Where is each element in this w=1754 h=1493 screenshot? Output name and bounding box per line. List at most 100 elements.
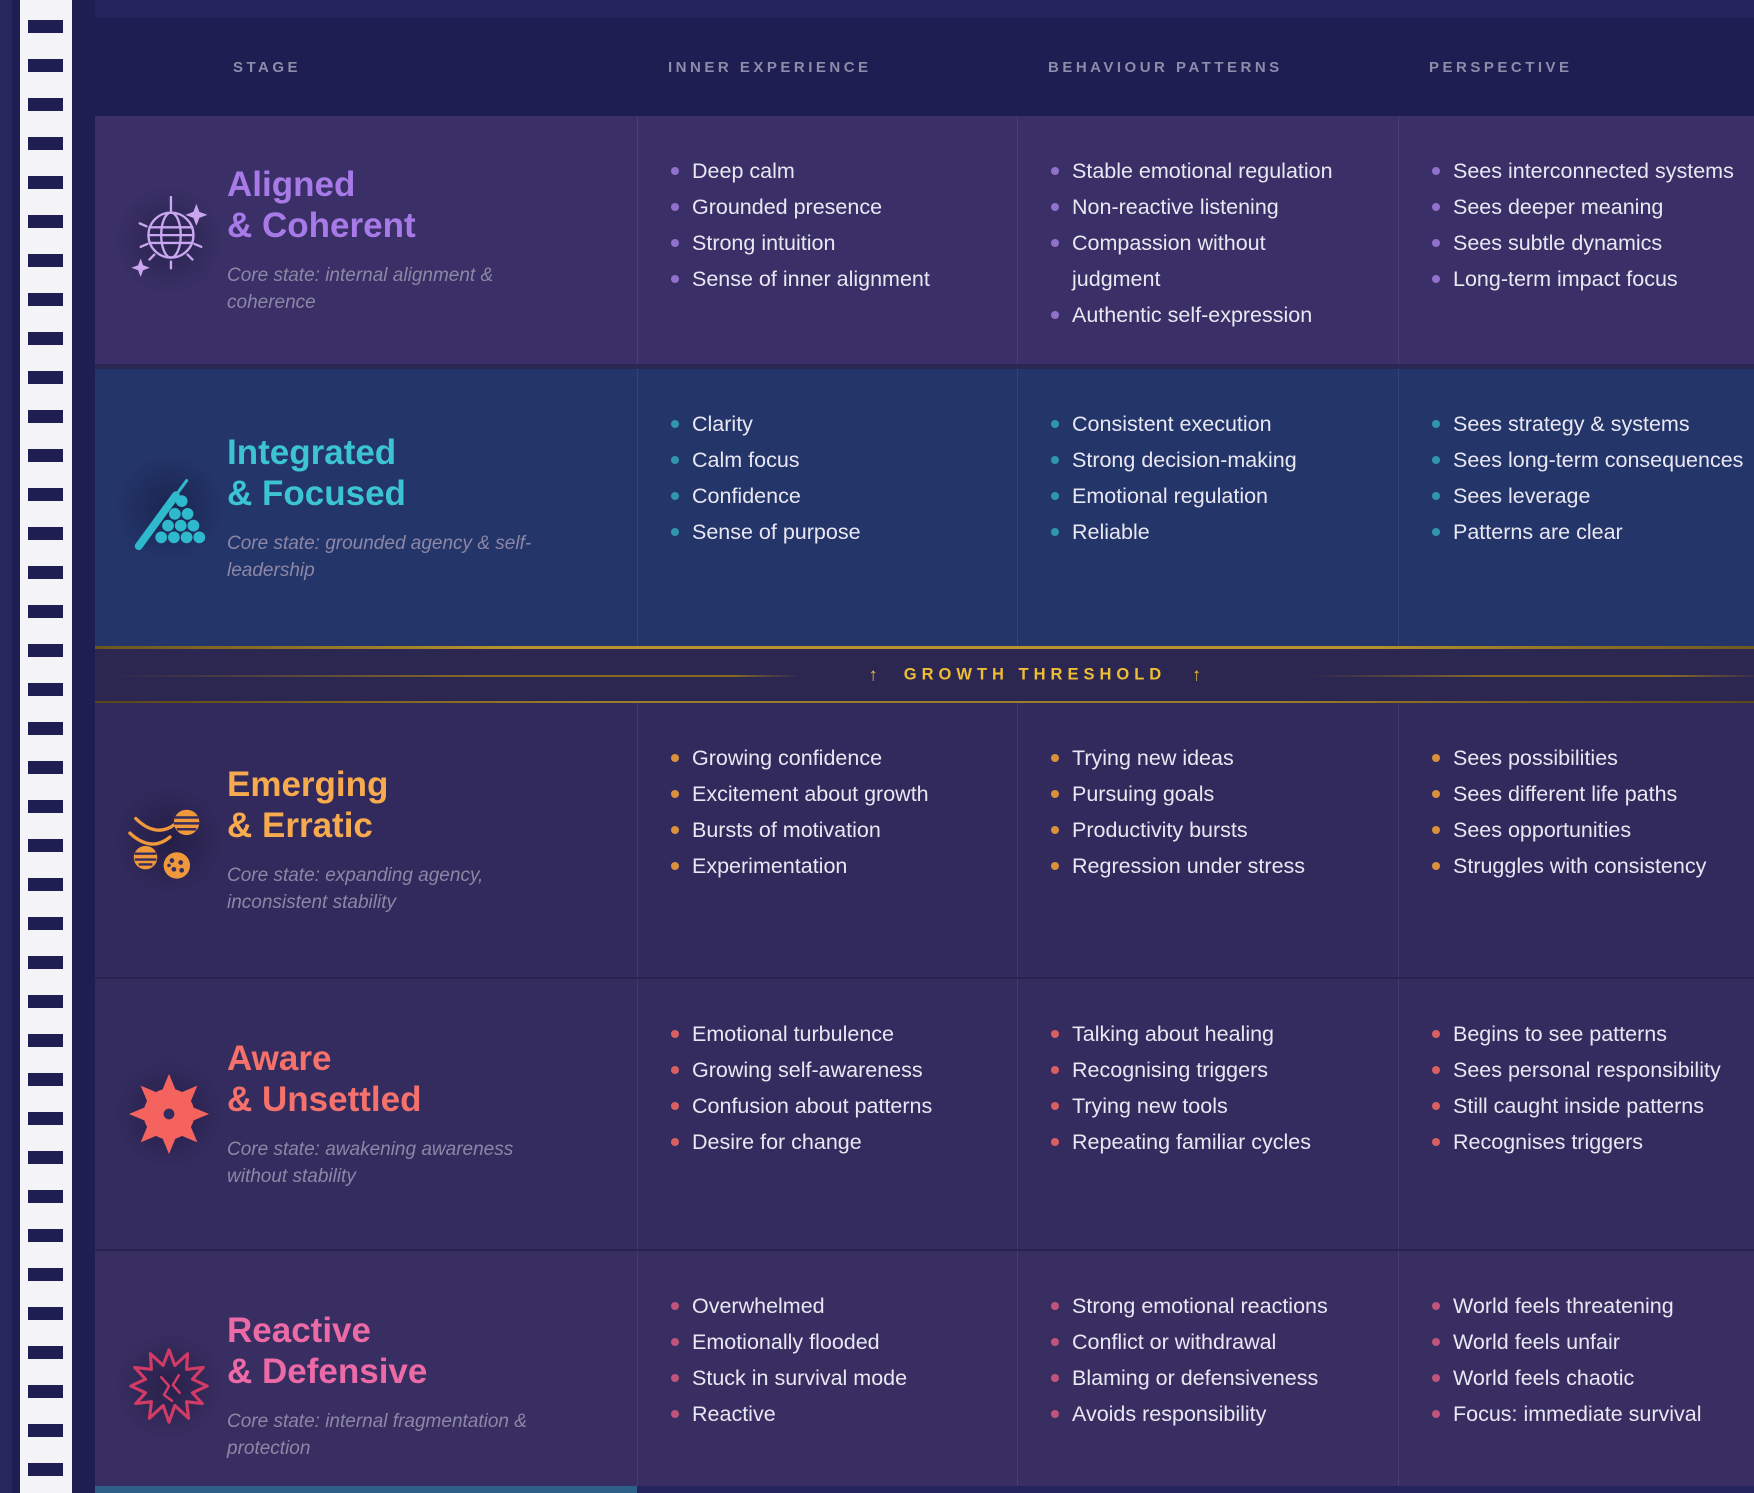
bullet-item: Calm focus bbox=[671, 442, 1003, 478]
table-header-row: STAGE INNER EXPERIENCE BEHAVIOUR PATTERN… bbox=[95, 18, 1754, 116]
disco-ball-icon bbox=[111, 182, 227, 298]
behaviour-patterns-cell: Stable emotional regulation Non-reactive … bbox=[1017, 116, 1398, 364]
stage-core-state: Core state: internal fragmentation & pro… bbox=[227, 1410, 527, 1459]
bullet-item: Bursts of motivation bbox=[671, 812, 1003, 848]
behaviour-patterns-list: Strong emotional reactions Conflict or wi… bbox=[1018, 1251, 1398, 1432]
inner-experience-cell: Emotional turbulence Growing self-awarene… bbox=[637, 979, 1017, 1249]
bullet-item: Trying new tools bbox=[1051, 1088, 1384, 1124]
bullet-item: Sense of purpose bbox=[671, 514, 1003, 550]
stage-text: Aware & Unsettled Core state: awakening a… bbox=[227, 1038, 559, 1190]
gold-line-bottom bbox=[95, 701, 1754, 703]
stage-cell: Reactive & Defensive Core state: internal… bbox=[95, 1251, 637, 1486]
growth-threshold-band: ↑ GROWTH THRESHOLD ↑ bbox=[95, 649, 1754, 701]
stage-title: Aware & Unsettled bbox=[227, 1039, 422, 1119]
rows-below-threshold: Emerging & Erratic Core state: expanding … bbox=[95, 703, 1754, 1486]
bullet-item: Sees deeper meaning bbox=[1432, 189, 1754, 225]
perspective-cell: Sees strategy & systems Sees long-term co… bbox=[1398, 369, 1754, 646]
stage-text: Integrated & Focused Core state: grounded… bbox=[227, 432, 559, 584]
bullet-item: Strong emotional reactions bbox=[1051, 1288, 1384, 1324]
bullet-item: Confidence bbox=[671, 478, 1003, 514]
stage-cell: Emerging & Erratic Core state: expanding … bbox=[95, 703, 637, 977]
inner-experience-cell: Overwhelmed Emotionally flooded Stuck in s… bbox=[637, 1251, 1017, 1486]
stage-row-aligned-coherent: Aligned & Coherent Core state: internal a… bbox=[95, 116, 1754, 364]
bullet-item: Recognising triggers bbox=[1051, 1052, 1384, 1088]
bullet-item: Sense of inner alignment bbox=[671, 261, 1003, 297]
growth-threshold-text: GROWTH THRESHOLD bbox=[903, 665, 1167, 684]
billiards-icon bbox=[111, 449, 227, 566]
perspective-list: Sees strategy & systems Sees long-term co… bbox=[1399, 369, 1754, 550]
stage-text: Reactive & Defensive Core state: internal… bbox=[227, 1310, 559, 1462]
bullet-item: Struggles with consistency bbox=[1432, 848, 1754, 884]
ladder-rail bbox=[20, 0, 29, 1493]
perspective-list: Begins to see patterns Sees personal resp… bbox=[1399, 979, 1754, 1160]
behaviour-patterns-list: Talking about healing Recognising trigger… bbox=[1018, 979, 1398, 1160]
stage-row-reactive-defensive: Reactive & Defensive Core state: internal… bbox=[95, 1249, 1754, 1486]
bullet-item: Recognises triggers bbox=[1432, 1124, 1754, 1160]
bullet-item: Reactive bbox=[671, 1396, 1003, 1432]
inner-experience-cell: Clarity Calm focus Confidence Sense of purp… bbox=[637, 369, 1017, 646]
inner-experience-cell: Deep calm Grounded presence Strong intuiti… bbox=[637, 116, 1017, 364]
rows-above-threshold: Aligned & Coherent Core state: internal a… bbox=[95, 116, 1754, 646]
sidebar-edge bbox=[0, 0, 12, 1493]
perspective-cell: Sees possibilities Sees different life pa… bbox=[1398, 703, 1754, 977]
bullet-item: Stable emotional regulation bbox=[1051, 153, 1384, 189]
bullet-item: Long-term impact focus bbox=[1432, 261, 1754, 297]
stage-title: Integrated & Focused bbox=[227, 432, 406, 513]
bullet-item: Sees long-term consequences bbox=[1432, 442, 1754, 478]
bullet-item: Emotional regulation bbox=[1051, 478, 1384, 514]
bouncing-balls-icon bbox=[111, 782, 227, 898]
bullet-item: World feels unfair bbox=[1432, 1324, 1754, 1360]
behaviour-patterns-cell: Talking about healing Recognising trigger… bbox=[1017, 979, 1398, 1249]
bullet-item: Strong intuition bbox=[671, 225, 1003, 261]
inner-experience-list: Clarity Calm focus Confidence Sense of purp… bbox=[638, 369, 1017, 550]
bullet-item: Strong decision-making bbox=[1051, 442, 1384, 478]
inner-experience-list: Deep calm Grounded presence Strong intuiti… bbox=[638, 116, 1017, 297]
bullet-item: Deep calm bbox=[671, 153, 1003, 189]
growth-threshold-label: ↑ GROWTH THRESHOLD ↑ bbox=[869, 665, 1201, 686]
mine-icon bbox=[111, 1056, 227, 1172]
stage-core-state: Core state: awakening awareness without … bbox=[227, 1139, 514, 1187]
bullet-item: Clarity bbox=[671, 406, 1003, 442]
bullet-item: World feels chaotic bbox=[1432, 1360, 1754, 1396]
perspective-list: Sees interconnected systems Sees deeper m… bbox=[1399, 116, 1754, 297]
bullet-item: Still caught inside patterns bbox=[1432, 1088, 1754, 1124]
bullet-item: Stuck in survival mode bbox=[671, 1360, 1003, 1396]
virus-icon bbox=[111, 1327, 227, 1444]
bullet-item: Growing self-awareness bbox=[671, 1052, 1003, 1088]
stage-cell: Integrated & Focused Core state: grounded… bbox=[95, 369, 637, 646]
stage-title: Emerging & Erratic bbox=[227, 765, 389, 845]
bullet-item: Regression under stress bbox=[1051, 848, 1384, 884]
bullet-item: Non-reactive listening bbox=[1051, 189, 1384, 225]
bullet-item: Sees opportunities bbox=[1432, 812, 1754, 848]
next-section-edge bbox=[95, 1486, 637, 1493]
column-header-behaviour-patterns: BEHAVIOUR PATTERNS bbox=[1048, 58, 1283, 76]
column-header-stage: STAGE bbox=[233, 58, 302, 76]
bullet-item: Confusion about patterns bbox=[671, 1088, 1003, 1124]
bullet-item: Sees interconnected systems bbox=[1432, 153, 1754, 189]
ladder-rail bbox=[63, 0, 72, 1493]
column-header-perspective: PERSPECTIVE bbox=[1429, 58, 1573, 76]
stage-title: Reactive & Defensive bbox=[227, 1310, 428, 1391]
bullet-item: Excitement about growth bbox=[671, 776, 1003, 812]
bullet-item: Focus: immediate survival bbox=[1432, 1396, 1754, 1432]
stage-core-state: Core state: internal alignment & coheren… bbox=[227, 265, 494, 313]
ladder-graphic bbox=[20, 0, 72, 1493]
bullet-item: Authentic self-expression bbox=[1051, 297, 1384, 333]
bullet-item: Trying new ideas bbox=[1051, 740, 1384, 776]
bullet-item: Conflict or withdrawal bbox=[1051, 1324, 1384, 1360]
perspective-cell: Sees interconnected systems Sees deeper m… bbox=[1398, 116, 1754, 364]
stage-row-emerging-erratic: Emerging & Erratic Core state: expanding … bbox=[95, 703, 1754, 977]
behaviour-patterns-cell: Consistent execution Strong decision-maki… bbox=[1017, 369, 1398, 646]
bullet-item: Blaming or defensiveness bbox=[1051, 1360, 1384, 1396]
gold-sideline-right bbox=[1270, 675, 1754, 677]
bullet-item: Avoids responsibility bbox=[1051, 1396, 1384, 1432]
stage-text: Aligned & Coherent Core state: internal a… bbox=[227, 164, 559, 316]
gold-sideline-left bbox=[109, 675, 799, 677]
bullet-item: Emotionally flooded bbox=[671, 1324, 1003, 1360]
ladder-rungs bbox=[28, 0, 64, 1493]
bullet-item: Emotional turbulence bbox=[671, 1016, 1003, 1052]
stage-title: Aligned & Coherent bbox=[227, 165, 416, 245]
behaviour-patterns-cell: Trying new ideas Pursuing goals Productivi… bbox=[1017, 703, 1398, 977]
bullet-item: Overwhelmed bbox=[671, 1288, 1003, 1324]
bullet-item: Begins to see patterns bbox=[1432, 1016, 1754, 1052]
